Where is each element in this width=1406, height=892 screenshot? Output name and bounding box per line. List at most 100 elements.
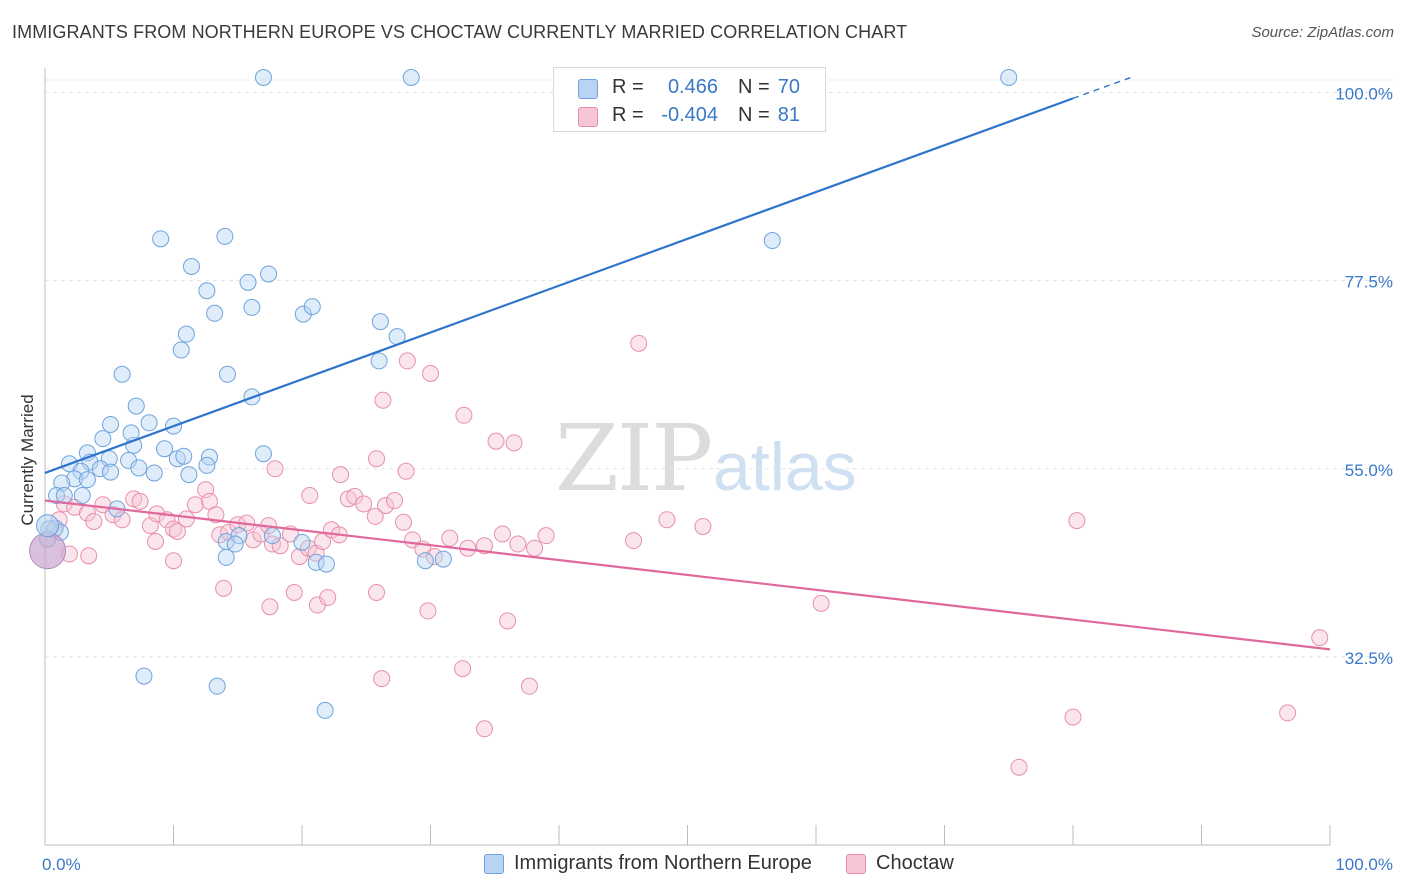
northern-europe-point bbox=[370, 352, 388, 370]
northern-europe-point bbox=[198, 456, 216, 474]
northern-europe-point bbox=[91, 460, 109, 478]
northern-europe-point bbox=[402, 68, 420, 86]
choctaw-point bbox=[177, 510, 195, 528]
choctaw-point bbox=[1311, 629, 1329, 647]
choctaw-point bbox=[215, 579, 233, 597]
legend-r-value: -0.404 bbox=[661, 104, 718, 126]
choctaw-trendline bbox=[44, 499, 1331, 651]
northern-europe-point bbox=[371, 313, 389, 331]
northern-europe-point bbox=[1000, 68, 1018, 86]
legend-row-blue: R = 0.466 N = 70 bbox=[554, 73, 825, 101]
y-tick-label: 32.5% bbox=[1345, 649, 1393, 668]
northern-europe-point bbox=[206, 304, 224, 322]
choctaw-point bbox=[113, 511, 131, 529]
northern-europe-point bbox=[130, 459, 148, 477]
bottom-legend-swatch-blue bbox=[484, 854, 504, 874]
bottom-legend-label: Immigrants from Northern Europe bbox=[514, 852, 812, 874]
choctaw-point bbox=[80, 547, 98, 565]
legend-n-label: N = bbox=[738, 104, 770, 126]
choctaw-point bbox=[1010, 758, 1028, 776]
choctaw-point bbox=[368, 584, 386, 602]
northern-europe-point bbox=[145, 464, 163, 482]
bottom-legend-swatch-pink bbox=[846, 854, 866, 874]
y-tick-label: 77.5% bbox=[1345, 273, 1393, 292]
northern-europe-point bbox=[230, 527, 248, 545]
choctaw-point bbox=[493, 525, 511, 543]
choctaw-point bbox=[355, 495, 373, 513]
legend-n-value: 70 bbox=[777, 76, 800, 98]
northern-europe-point bbox=[254, 445, 272, 463]
choctaw-point bbox=[520, 677, 538, 695]
northern-europe-point bbox=[66, 470, 84, 488]
choctaw-point bbox=[455, 406, 473, 424]
northern-europe-point bbox=[180, 466, 198, 484]
choctaw-point bbox=[186, 496, 204, 514]
choctaw-point bbox=[1068, 512, 1086, 530]
choctaw-point bbox=[373, 670, 391, 688]
northern-europe-point bbox=[102, 415, 120, 433]
watermark-atlas: atlas bbox=[713, 429, 857, 505]
y-axis-label: Currently Married bbox=[18, 394, 37, 525]
cluster-point bbox=[29, 532, 67, 570]
northern-europe-point bbox=[73, 487, 91, 505]
y-tick-label: 55.0% bbox=[1345, 461, 1393, 480]
x-tick-label: 100.0% bbox=[1335, 855, 1393, 874]
choctaw-point bbox=[85, 512, 103, 530]
northern-europe-point bbox=[198, 282, 216, 300]
northern-europe-point bbox=[316, 701, 334, 719]
choctaw-point bbox=[368, 450, 386, 468]
choctaw-point bbox=[625, 532, 643, 550]
choctaw-point bbox=[505, 434, 523, 452]
northern-europe-point bbox=[293, 533, 311, 551]
choctaw-point bbox=[366, 507, 384, 525]
choctaw-point bbox=[454, 660, 472, 678]
northern-europe-point bbox=[260, 265, 278, 283]
northern-europe-point bbox=[416, 552, 434, 570]
source-label: Source: ZipAtlas.com bbox=[1251, 24, 1394, 41]
northern-europe-point bbox=[94, 430, 112, 448]
legend-n-value: 81 bbox=[777, 104, 800, 126]
northern-europe-point bbox=[113, 365, 131, 383]
choctaw-point bbox=[374, 391, 392, 409]
choctaw-point bbox=[398, 352, 416, 370]
choctaw-point bbox=[1064, 708, 1082, 726]
northern-europe-point bbox=[434, 550, 452, 568]
northern-europe-point bbox=[303, 298, 321, 316]
choctaw-point bbox=[487, 432, 505, 450]
northern-europe-point bbox=[140, 414, 158, 432]
chart-title: IMMIGRANTS FROM NORTHERN EUROPE VS CHOCT… bbox=[12, 22, 908, 42]
northern-europe-point bbox=[208, 677, 226, 695]
northern-europe-point bbox=[172, 341, 190, 359]
choctaw-point bbox=[812, 594, 830, 612]
x-tick-label: 0.0% bbox=[42, 855, 81, 874]
northern-europe-point bbox=[243, 298, 261, 316]
choctaw-point bbox=[168, 522, 186, 540]
choctaw-point bbox=[261, 598, 279, 616]
choctaw-point bbox=[694, 517, 712, 535]
y-tick-label: 100.0% bbox=[1335, 85, 1393, 104]
choctaw-point bbox=[207, 506, 225, 524]
northern-europe-point bbox=[226, 535, 244, 553]
northern-europe-point bbox=[135, 667, 153, 685]
northern-europe-point bbox=[127, 397, 145, 415]
northern-europe-trendline bbox=[44, 97, 1074, 474]
choctaw-point bbox=[332, 466, 350, 484]
legend-r-value: 0.466 bbox=[667, 76, 718, 98]
northern-europe-trendline-extension bbox=[1072, 76, 1132, 100]
choctaw-point bbox=[165, 552, 182, 570]
northern-europe-point bbox=[763, 232, 781, 250]
choctaw-point bbox=[1279, 704, 1297, 722]
choctaw-point bbox=[537, 527, 555, 545]
choctaw-point bbox=[526, 539, 544, 557]
choctaw-point bbox=[395, 513, 413, 531]
choctaw-point bbox=[475, 537, 493, 555]
choctaw-point bbox=[441, 529, 459, 547]
legend-swatch-pink bbox=[578, 107, 598, 127]
northern-europe-point bbox=[217, 548, 235, 566]
northern-europe-point bbox=[78, 471, 96, 489]
northern-europe-point bbox=[254, 68, 272, 86]
choctaw-point bbox=[658, 511, 676, 529]
choctaw-point bbox=[422, 364, 439, 382]
northern-europe-point bbox=[177, 325, 195, 343]
